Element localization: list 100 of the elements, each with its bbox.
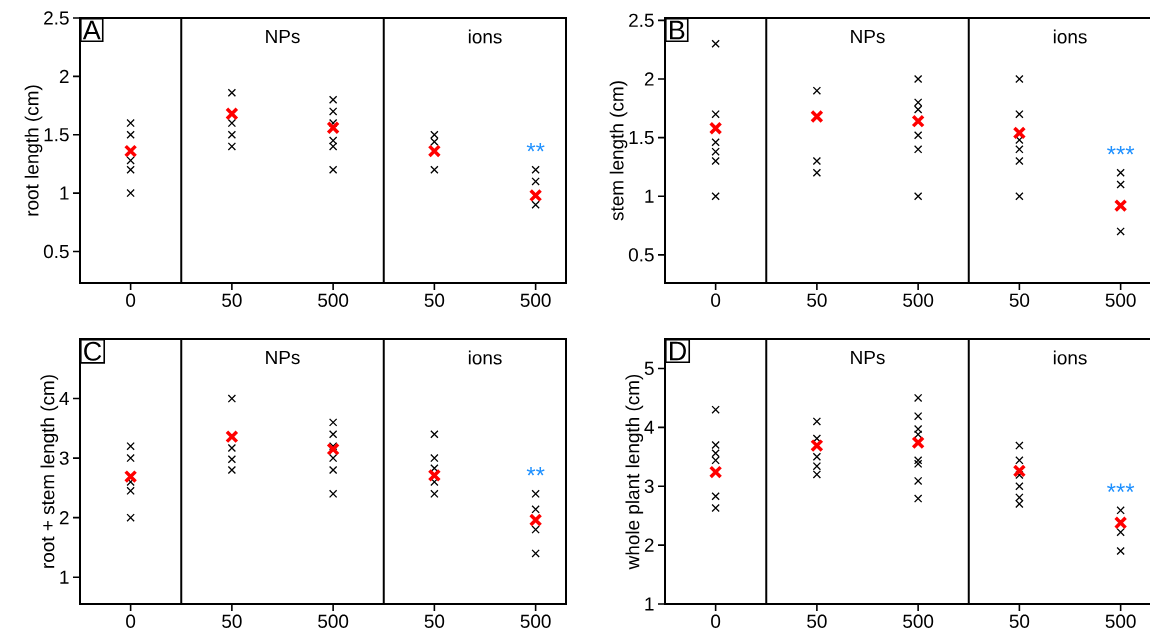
- y-tick-label: 1.5: [44, 128, 69, 142]
- annotation: **: [526, 142, 545, 152]
- x-tick-label: 500: [903, 293, 934, 307]
- point: [430, 137, 439, 146]
- point: [227, 465, 237, 475]
- point: [328, 442, 338, 451]
- point: [531, 200, 540, 209]
- point: [711, 138, 720, 147]
- point: [126, 486, 135, 496]
- annotation: ions: [1053, 29, 1087, 44]
- point: [126, 513, 135, 522]
- point: [913, 145, 923, 154]
- point: [913, 411, 923, 421]
- point: [126, 188, 135, 198]
- point: [227, 443, 237, 453]
- annotation: NPs: [851, 350, 885, 365]
- chart-title: A: [82, 20, 101, 40]
- point: [1015, 156, 1024, 166]
- point: [427, 468, 442, 483]
- point: [812, 86, 822, 95]
- point: [711, 192, 720, 201]
- point: [711, 405, 720, 414]
- point: [1116, 527, 1125, 537]
- x-tick-label: 50: [1009, 293, 1030, 307]
- x-tick-label: 500: [318, 293, 349, 307]
- point: [711, 109, 720, 119]
- point: [913, 98, 923, 107]
- point: [430, 165, 439, 174]
- x-tick-label: 500: [1105, 293, 1136, 307]
- y-axis-title: whole plant length (cm): [625, 374, 644, 570]
- point: [1113, 516, 1128, 530]
- y-tick-label: 4: [59, 392, 69, 406]
- point: [123, 144, 138, 158]
- point: [913, 393, 923, 403]
- point: [1015, 192, 1024, 201]
- point: [126, 118, 135, 128]
- y-tick-label: 2: [59, 511, 69, 525]
- annotation: **: [526, 467, 545, 476]
- point: [812, 417, 822, 426]
- point: [812, 434, 822, 443]
- x-tick-label: 500: [903, 614, 934, 628]
- point: [1116, 180, 1125, 189]
- point: [1015, 74, 1024, 84]
- y-tick-label: 1.5: [629, 131, 654, 145]
- x-tick-label: 50: [807, 614, 827, 628]
- point: [812, 462, 822, 471]
- point: [328, 142, 338, 151]
- y-tick-label: 0.5: [43, 244, 69, 259]
- point: [913, 430, 923, 439]
- annotation: ions: [1053, 350, 1087, 365]
- point: [708, 121, 723, 135]
- point: [711, 492, 720, 501]
- point: [810, 109, 824, 124]
- point: [225, 429, 239, 444]
- x-tick-label: 50: [1009, 614, 1030, 628]
- y-tick-label: 2.5: [44, 11, 69, 25]
- point: [126, 442, 135, 451]
- annotation: ions: [468, 350, 502, 365]
- point: [711, 449, 720, 458]
- y-tick-label: 2: [59, 69, 69, 83]
- point: [1015, 493, 1024, 502]
- point: [812, 470, 822, 479]
- point: [227, 142, 237, 151]
- point: [812, 168, 822, 177]
- point: [531, 177, 540, 186]
- point: [1015, 482, 1024, 491]
- point: [227, 130, 237, 139]
- point: [913, 456, 923, 465]
- point: [812, 452, 822, 461]
- y-tick-label: 1: [645, 597, 654, 611]
- annotation: ***: [1107, 483, 1135, 492]
- point: [531, 525, 540, 534]
- point: [126, 156, 135, 165]
- x-tick-label: 0: [126, 614, 136, 628]
- point: [531, 489, 540, 499]
- point: [126, 130, 135, 139]
- y-axis-title: stem length (cm): [609, 81, 628, 221]
- y-axis-title: root length (cm): [24, 85, 43, 216]
- point: [913, 192, 923, 201]
- point: [430, 453, 439, 463]
- point: [328, 107, 338, 116]
- point: [528, 513, 543, 527]
- x-tick-label: 50: [222, 614, 242, 628]
- point: [126, 453, 135, 463]
- point: [1116, 546, 1125, 556]
- point: [328, 165, 338, 174]
- y-tick-label: 0.5: [628, 248, 654, 262]
- point: [1012, 464, 1027, 478]
- x-tick-label: 50: [807, 293, 827, 307]
- point: [1116, 506, 1125, 515]
- x-tick-label: 500: [520, 293, 551, 307]
- point: [227, 455, 237, 464]
- point: [123, 469, 138, 484]
- point: [427, 144, 442, 158]
- point: [328, 95, 338, 104]
- x-tick-label: 500: [318, 614, 349, 628]
- point: [913, 494, 923, 503]
- point: [911, 114, 925, 128]
- point: [1015, 145, 1024, 154]
- point: [326, 121, 340, 135]
